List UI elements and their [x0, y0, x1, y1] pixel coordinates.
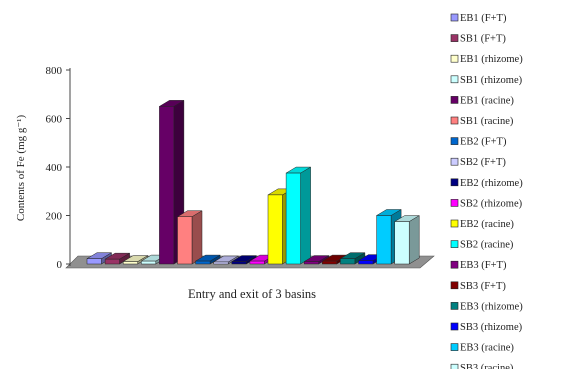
legend-label: SB2 (rhizome) — [460, 198, 523, 209]
legend-swatch — [450, 116, 459, 125]
bars-group — [86, 99, 421, 265]
legend-swatch — [450, 178, 459, 187]
legend-item: SB3 (rhizome) — [450, 322, 523, 333]
bar-side — [408, 215, 420, 265]
legend-item: EB3 (racine) — [450, 343, 514, 354]
legend-swatch — [450, 96, 459, 104]
bar-front — [303, 261, 319, 265]
legend-label: SB2 (racine) — [460, 240, 514, 251]
bar — [212, 255, 240, 265]
bar-front — [231, 261, 247, 265]
legend-label: EB1 (racine) — [460, 95, 514, 106]
legend-item: EB1 (rhizome) — [450, 54, 523, 65]
y-tick-label: 200 — [46, 211, 63, 223]
bar — [339, 252, 366, 265]
bar — [176, 210, 203, 265]
bar — [303, 255, 330, 265]
legend-label: SB1 (F+T) — [460, 34, 506, 45]
legend-swatch — [450, 75, 459, 84]
legend-swatch — [450, 240, 459, 248]
bar-front — [177, 216, 193, 265]
bar-side — [191, 210, 203, 265]
legend-swatch — [450, 281, 459, 290]
y-tick-label: 600 — [46, 114, 63, 126]
bar-front — [322, 260, 338, 265]
legend-item: EB2 (F+T) — [450, 137, 507, 148]
legend-label: EB2 (racine) — [460, 219, 514, 230]
legend-swatch — [450, 157, 459, 166]
legend-item: SB1 (F+T) — [450, 34, 506, 45]
legend-label: EB3 (F+T) — [460, 260, 507, 271]
legend: EB1 (F+T) SB1 (F+T) EB1 (rhizome) SB1 (rhiz… — [450, 13, 523, 369]
legend-item: SB2 (rhizome) — [450, 198, 523, 209]
bar-front — [159, 106, 175, 265]
legend-swatch — [450, 54, 459, 63]
y-axis-label: Contents of Fe (mg g⁻¹) — [15, 115, 27, 222]
x-axis-label: Entry and exit of 3 basins — [188, 287, 316, 301]
bar-front — [358, 260, 374, 265]
legend-item: SB3 (F+T) — [450, 281, 506, 292]
y-tick-label: 800 — [46, 65, 63, 77]
legend-label: EB3 (racine) — [460, 343, 514, 354]
legend-item: EB1 (F+T) — [450, 13, 507, 24]
bar-front — [394, 221, 410, 265]
legend-item: SB1 (racine) — [450, 116, 514, 127]
legend-label: EB1 (F+T) — [460, 13, 507, 24]
legend-item: EB2 (rhizome) — [450, 178, 523, 189]
legend-label: EB2 (F+T) — [460, 137, 507, 148]
bar-front — [104, 258, 120, 265]
legend-swatch — [450, 13, 459, 22]
legend-item: SB3 (racine) — [450, 363, 514, 369]
legend-item: EB3 (rhizome) — [450, 301, 523, 312]
legend-item: EB2 (racine) — [450, 219, 514, 230]
legend-label: SB2 (F+T) — [460, 157, 506, 168]
bar-side — [300, 166, 311, 265]
legend-item: SB2 (F+T) — [450, 157, 506, 168]
legend-item: EB1 (racine) — [450, 95, 514, 106]
bar — [194, 254, 222, 265]
legend-swatch — [450, 260, 459, 269]
bar — [285, 166, 312, 265]
bar — [393, 215, 421, 265]
legend-label: SB1 (racine) — [460, 116, 514, 127]
bar-front — [249, 260, 265, 265]
legend-swatch — [450, 34, 459, 42]
legend-swatch — [450, 343, 459, 351]
legend-label: EB2 (rhizome) — [460, 178, 523, 189]
legend-label: SB3 (racine) — [460, 363, 514, 369]
bar-front — [86, 258, 102, 265]
legend-swatch — [450, 322, 459, 331]
bar-front — [122, 261, 138, 265]
legend-item: EB3 (F+T) — [450, 260, 507, 271]
legend-swatch — [450, 363, 459, 369]
legend-label: EB1 (rhizome) — [460, 54, 523, 65]
legend-label: EB3 (rhizome) — [460, 301, 523, 312]
bar — [104, 252, 131, 265]
legend-label: SB3 (F+T) — [460, 281, 506, 292]
y-tick-label: 400 — [46, 162, 63, 174]
bar-front — [213, 261, 229, 265]
legend-swatch — [450, 219, 459, 228]
legend-label: SB3 (rhizome) — [460, 322, 523, 333]
legend-item: SB2 (racine) — [450, 240, 514, 251]
y-axis: 0 200 400 600 800 — [46, 65, 71, 271]
bar-front — [195, 260, 211, 265]
legend-swatch — [450, 199, 459, 207]
bar-front — [376, 215, 392, 265]
bar-front — [340, 258, 356, 265]
bar-front — [141, 260, 157, 265]
bar-front — [285, 172, 301, 265]
legend-label: SB1 (rhizome) — [460, 75, 523, 86]
legend-swatch — [450, 137, 459, 145]
y-tick-label: 0 — [57, 259, 63, 271]
bar-front — [267, 194, 283, 265]
legend-item: SB1 (rhizome) — [450, 75, 523, 86]
legend-swatch — [450, 302, 459, 310]
